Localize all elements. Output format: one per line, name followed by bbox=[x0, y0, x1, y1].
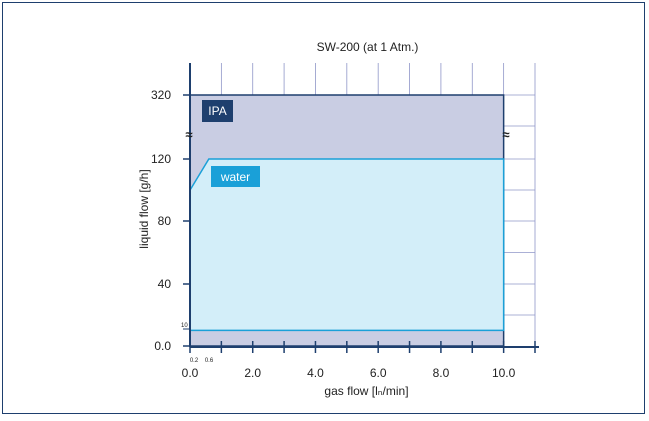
y-tick-label: 0.0 bbox=[154, 339, 171, 353]
y-tick-label: 40 bbox=[158, 277, 172, 291]
x-tick-label: 0.0 bbox=[182, 366, 199, 380]
y-tick-label: 320 bbox=[151, 88, 171, 102]
ipa-label-box bbox=[202, 100, 233, 122]
labels: SW-200 (at 1 Atm.) gas flow [lₙ/min] liqui… bbox=[137, 40, 516, 398]
axis-break-mark-left: ≈ bbox=[185, 127, 192, 142]
y-minor-tick-label: 10 bbox=[181, 323, 188, 329]
chart-title: SW-200 (at 1 Atm.) bbox=[317, 40, 419, 54]
x-minor-tick-label: 0.2 bbox=[190, 358, 199, 364]
y-tick-label: 80 bbox=[158, 214, 172, 228]
series-areas bbox=[189, 94, 505, 347]
x-tick-label: 6.0 bbox=[370, 366, 387, 380]
x-tick-label: 2.0 bbox=[244, 366, 261, 380]
water-label-box bbox=[211, 166, 260, 187]
axes bbox=[183, 63, 539, 353]
chart-frame: SW-200 (at 1 Atm.) gas flow [lₙ/min] liqui… bbox=[2, 2, 645, 414]
x-axis-label: gas flow [lₙ/min] bbox=[324, 384, 408, 398]
axis-break-mark-right: ≈ bbox=[502, 127, 509, 142]
x-minor-tick-label: 0.6 bbox=[205, 358, 214, 364]
water-label: water bbox=[220, 170, 250, 184]
x-tick-label: 4.0 bbox=[307, 366, 324, 380]
ipa-label: IPA bbox=[208, 104, 226, 118]
flow-chart: SW-200 (at 1 Atm.) gas flow [lₙ/min] liqui… bbox=[137, 40, 539, 398]
x-tick-label: 8.0 bbox=[433, 366, 450, 380]
x-tick-label: 10.0 bbox=[492, 366, 516, 380]
y-tick-label: 120 bbox=[151, 152, 171, 166]
y-axis-label: liquid flow [g/h] bbox=[137, 169, 151, 248]
